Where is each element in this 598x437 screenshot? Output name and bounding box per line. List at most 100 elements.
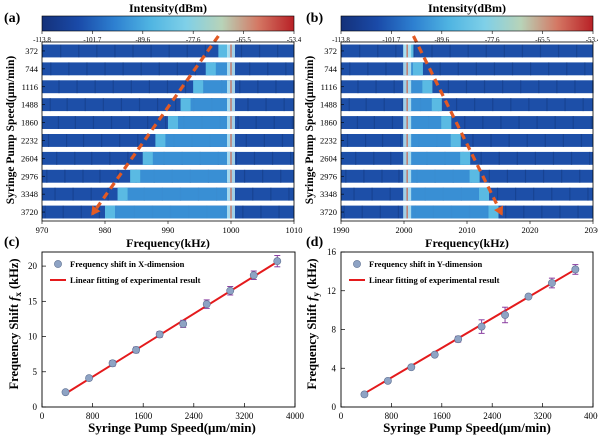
heatmap-streak	[465, 80, 468, 94]
heatmap-streak	[148, 80, 150, 94]
heatmap-streak	[371, 187, 373, 201]
heatmap-streak	[348, 98, 350, 112]
heatmap-row-label: 372	[25, 46, 38, 56]
heatmap-streak	[498, 151, 500, 165]
heatmap-streak	[245, 134, 247, 147]
scatter-d-ylabel-symbol: f	[305, 295, 319, 301]
colorbar-tick-label: -77.6	[186, 36, 201, 44]
heatmap-streak	[64, 169, 66, 183]
panel-a: (a) Intensity(dBm) -113.8 -101.7 -89.6 -77.…	[4, 1, 303, 250]
data-point	[132, 346, 141, 354]
heatmap-streak	[84, 98, 86, 112]
heatmap-streak	[262, 169, 264, 183]
heatmap-streak	[270, 187, 272, 201]
heatmap-streak	[589, 151, 591, 165]
heatmap-row	[42, 169, 294, 183]
heatmap-row-label: 2232	[320, 135, 337, 145]
heatmap-streak	[353, 187, 355, 201]
heatmap-b-axes: 372 744 1116 1488 1860 2232 2604 2976 3348 3720 19…	[320, 35, 598, 235]
colorbar-a	[41, 15, 295, 32]
data-point	[501, 306, 509, 324]
data-point	[383, 376, 392, 385]
heatmap-streak	[165, 116, 167, 129]
heatmap-streak	[521, 44, 524, 58]
heatmap-streak	[271, 151, 274, 165]
data-marker	[571, 265, 580, 274]
heatmap-carrier-line	[230, 134, 232, 147]
colorbar-tick-label: -113.8	[332, 36, 350, 44]
data-point	[249, 270, 258, 280]
x-tick-label: 3200	[534, 411, 553, 421]
heatmap-streak	[397, 205, 399, 219]
heatmap-carrier-line	[406, 62, 408, 76]
heatmap-row	[42, 44, 294, 58]
heatmap-carrier-line	[230, 205, 232, 219]
heatmap-streak	[398, 169, 400, 183]
y-tick-label: 4	[332, 363, 337, 373]
scatter-d-ylabel-unit: (kHz)	[305, 258, 319, 292]
heatmap-row	[341, 98, 593, 112]
heatmap-streak	[541, 205, 543, 219]
data-marker	[108, 359, 117, 368]
heatmap-streak	[166, 80, 169, 94]
heatmap-streak	[496, 187, 499, 201]
heatmap-row	[341, 134, 593, 147]
heatmap-row	[341, 151, 593, 165]
heatmap-carrier-line	[230, 80, 232, 94]
heatmap-row-label: 1116	[321, 82, 337, 92]
heatmap-streak	[86, 62, 88, 76]
heatmap-row	[42, 205, 294, 219]
heatmap-streak	[120, 98, 123, 112]
heatmap-streak	[577, 205, 579, 219]
heatmap-streak	[247, 98, 249, 112]
heatmap-streak	[98, 205, 100, 219]
x-tick-label: 1600	[433, 411, 452, 421]
heatmap-streak	[150, 44, 152, 58]
scatter-d-ylabel-subscript: y	[311, 292, 321, 297]
colorbar-tick-label: -101.7	[382, 36, 401, 44]
scatter-c: 0 800 1600 2400 3200 4000 0 5 10 15 20 Frequency sh…	[28, 251, 305, 421]
heatmap-carrier-line	[406, 169, 408, 183]
colorbar-tick-label: -53.4	[586, 36, 598, 44]
heatmap-streak	[47, 134, 50, 147]
heatmap-band	[142, 151, 231, 165]
heatmap-carrier-line	[230, 151, 232, 165]
heatmap-carrier-line	[406, 98, 408, 112]
heatmap-streak	[518, 116, 520, 129]
heatmap-streak	[91, 151, 93, 165]
heatmap-sideband	[488, 205, 499, 219]
heatmap-streak	[101, 134, 103, 147]
y-tick-label: 10	[28, 332, 38, 342]
scatter-c-ylabel-main: Frequency Shift	[7, 301, 21, 390]
y-tick-label: 16	[327, 247, 337, 257]
heatmap-streak	[283, 98, 285, 112]
heatmap-streak	[381, 169, 383, 183]
heatmap-streak	[539, 44, 542, 58]
heatmap-row-label: 3720	[21, 207, 38, 217]
heatmap-band	[407, 134, 461, 147]
heatmap-band	[155, 134, 231, 147]
colorbar-a-title: Intensity(dBm)	[129, 1, 207, 15]
data-point	[571, 264, 580, 275]
heatmap-sideband	[460, 151, 471, 165]
heatmap-streak	[90, 187, 92, 201]
heatmap-streak	[168, 44, 170, 58]
x-tick-label: 800	[86, 411, 100, 421]
heatmap-streak	[138, 98, 141, 112]
heatmap-sideband	[412, 62, 423, 76]
heatmap-streak	[72, 187, 74, 201]
heatmap-streak	[492, 98, 494, 112]
heatmap-streak	[493, 62, 496, 76]
heatmap-row-label: 3348	[320, 189, 337, 199]
x-tick-label: 1600	[134, 411, 153, 421]
heatmap-streak	[102, 98, 104, 112]
heatmap-streak	[240, 44, 243, 58]
heatmap-streak	[572, 116, 574, 129]
data-marker	[360, 390, 369, 399]
heatmap-streak	[94, 80, 96, 94]
heatmap-streak	[260, 205, 262, 219]
legend-entry-fit: Linear fitting of experimental result	[369, 275, 500, 285]
heatmap-streak	[239, 80, 241, 94]
heatmap-b-ylabel: Syringe Pump Speed(μm/min)	[304, 56, 316, 205]
